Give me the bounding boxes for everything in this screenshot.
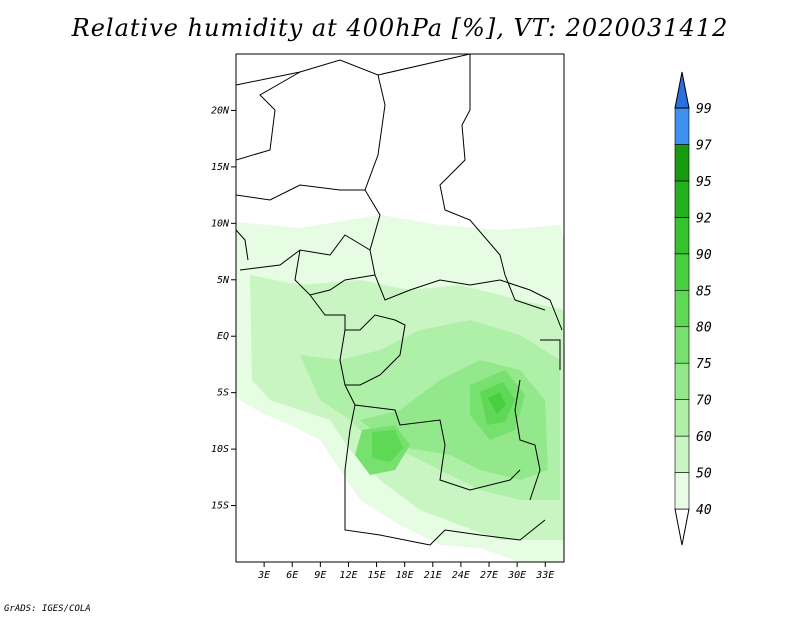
colorbar-segment [674,107,690,145]
colorbar-label: 75 [696,357,712,372]
colorbar-segment [674,472,690,510]
colorbar-segment [674,217,690,255]
colorbar-label: 92 [696,211,712,226]
lon-label: 12E [339,570,357,581]
lat-label: 15N [211,162,230,173]
lat-label: 10S [211,444,229,455]
colorbar-label: 95 [696,175,712,190]
colorbar-low-arrow [674,508,690,546]
colorbar-segment [674,253,690,291]
colorbar-label: 85 [696,284,712,299]
lon-label: 27E [480,570,498,581]
map-frame [235,53,565,563]
lat-label: 15S [211,501,229,512]
colorbar-label: 70 [696,394,712,409]
colorbar-label: 80 [696,321,712,336]
colorbar: 40 50 60 70 75 80 85 90 92 95 97 99 [674,71,712,546]
longitude-axis: 3E 6E 9E 12E 15E 18E 21E 24E 27E 30E 33E [257,562,554,581]
colorbar-segment [674,362,690,400]
lat-label: 5S [217,388,229,399]
colorbar-high-arrow [674,71,690,109]
lat-label: 10N [211,218,230,229]
country-borders [236,54,563,546]
colorbar-label: 99 [696,102,712,117]
lon-label: 18E [396,570,414,581]
humidity-region-85 [488,392,506,414]
lon-label: 33E [535,570,554,581]
humidity-region-80 [372,430,403,462]
lat-label: EQ [217,331,229,342]
colorbar-label: 50 [696,467,712,482]
latitude-axis: 20N 15N 10N 5N EQ 5S 10S 15S [211,105,236,512]
lon-label: 3E [257,570,270,581]
humidity-shading [236,215,564,562]
lat-label: 20N [211,105,230,116]
lon-label: 21E [424,570,442,581]
lon-label: 24E [452,570,470,581]
colorbar-label: 90 [696,248,712,263]
colorbar-segment [674,144,690,182]
map-title: Relative humidity at 400hPa [%], VT: 202… [71,14,729,42]
colorbar-segment [674,399,690,437]
grads-credit: GrADS: IGES/COLA [4,604,91,614]
colorbar-label: 40 [696,503,712,518]
colorbar-segment [674,180,690,218]
lat-label: 5N [217,275,230,286]
colorbar-segment [674,289,690,328]
lon-label: 30E [507,570,526,581]
colorbar-label: 97 [696,138,712,153]
lon-label: 6E [286,570,298,581]
lon-label: 15E [368,570,386,581]
colorbar-segment [674,326,690,364]
lon-label: 9E [314,570,326,581]
colorbar-segment [674,435,690,473]
colorbar-label: 60 [696,430,712,445]
